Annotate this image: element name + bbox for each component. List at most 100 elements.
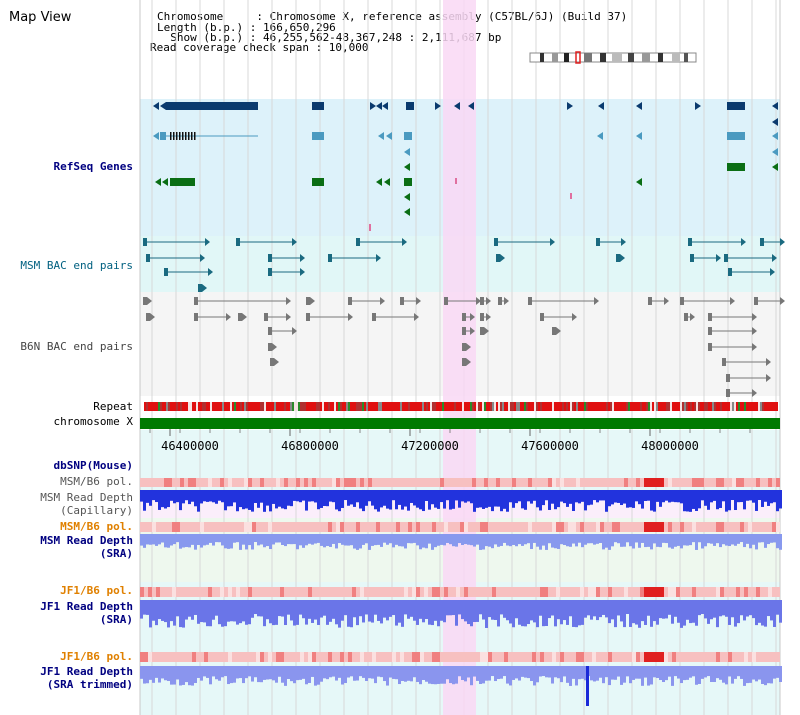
polymorphism-cell [384,522,388,532]
polymorphism-cell [548,587,552,597]
gene-arrow [404,193,410,201]
bac-end [348,313,353,321]
track-label-jf1-depth-sra[interactable]: JF1 Read Depth [40,600,133,613]
depth-bar [740,666,743,679]
track-label-jf1-b6-pol-1[interactable]: JF1/B6 pol. [60,584,133,597]
polymorphism-cell [676,587,680,597]
polymorphism-cell [600,587,604,597]
depth-bar [659,600,662,619]
track-label-b6n-bac[interactable]: B6N BAC end pairs [20,340,133,353]
depth-bar [530,534,533,550]
bac-end [402,238,407,246]
chromosome-ideogram[interactable] [529,51,697,64]
polymorphism-cell [348,522,352,532]
depth-bar [656,600,659,625]
depth-bar [341,666,344,685]
depth-bar [551,534,554,548]
polymorphism-cell [712,522,716,532]
polymorphism-cell [176,652,180,662]
repeat-block [492,402,494,411]
repeat-block [690,402,692,411]
track-label-msm-bac[interactable]: MSM BAC end pairs [20,259,133,272]
gene-block [404,132,412,140]
repeat-block [544,402,546,411]
polymorphism-cell [172,522,176,532]
repeat-block [164,402,166,411]
polymorphism-cell [692,587,696,597]
polymorphism-cell [516,587,520,597]
polymorphism-cell [464,522,468,532]
track-label-jf1-b6-pol-2[interactable]: JF1/B6 pol. [60,650,133,663]
depth-bar [539,666,542,677]
repeat-block [214,402,216,411]
track-label-msm-b6-pol-2[interactable]: MSM/B6 pol. [60,520,133,533]
depth-bar [215,600,218,616]
polymorphism-cell [460,587,464,597]
repeat-block [758,402,760,411]
polymorphism-cell [556,522,560,532]
track-label-msm-b6-pol-1[interactable]: MSM/B6 pol. [60,475,133,488]
repeat-block [646,402,648,411]
repeat-block [144,402,146,411]
depth-bar [695,534,698,550]
polymorphism-cell [324,652,328,662]
depth-bar [380,600,383,624]
polymorphism-cell [208,522,212,532]
polymorphism-cell [432,587,436,597]
repeat-block [416,402,418,411]
depth-bar [344,490,347,501]
track-label-jf1-depth-trim[interactable]: JF1 Read Depth [40,665,133,678]
polymorphism-cell [240,478,244,487]
polymorphism-cell [720,652,724,662]
polymorphism-cell [408,478,412,487]
polymorphism-cell [140,652,144,662]
depth-bar [641,600,644,622]
polymorphism-cell [744,478,748,487]
depth-bar [410,490,413,503]
repeat-block [568,402,570,411]
polymorphism-cell [416,652,420,662]
polymorphism-cell [532,478,536,487]
polymorphism-cell [644,522,648,532]
depth-bar [452,490,455,509]
polymorphism-cell [316,652,320,662]
depth-bar [596,534,599,544]
depth-bar [590,534,593,544]
depth-bar [500,666,503,679]
repeat-block [430,402,432,411]
depth-bar [449,490,452,510]
polymorphism-cell [536,522,540,532]
gene-block [727,102,745,110]
track-label-repeat[interactable]: Repeat [93,400,133,413]
polymorphism-cell [188,652,192,662]
bac-end [205,238,210,246]
polymorphism-cell [688,522,692,532]
polymorphism-cell [308,587,312,597]
depth-bar [779,600,782,623]
marker [455,178,457,184]
polymorphism-cell [508,522,512,532]
depth-bar [755,600,758,626]
depth-bar [314,600,317,620]
depth-bar [683,600,686,626]
track-label-dbsnp[interactable]: dbSNP(Mouse) [53,459,133,472]
polymorphism-cell [404,587,408,597]
exon [194,132,196,140]
track-label-msm-depth-sra[interactable]: MSM Read Depth [40,534,133,547]
panel-title: Map View [9,10,72,25]
polymorphism-cell [768,522,772,532]
gene-block [170,178,195,186]
depth-bar [512,534,515,545]
depth-bar [407,534,410,544]
track-label-msm-depth-cap[interactable]: MSM Read Depth [40,491,133,504]
polymorphism-cell [688,587,692,597]
polymorphism-cell [468,587,472,597]
polymorphism-cell [504,522,508,532]
depth-bar [380,534,383,547]
polymorphism-cell [748,522,752,532]
polymorphism-cell [604,587,608,597]
depth-bar [482,490,485,509]
track-label-refseq[interactable]: RefSeq Genes [53,160,133,173]
depth-bar [476,600,479,622]
